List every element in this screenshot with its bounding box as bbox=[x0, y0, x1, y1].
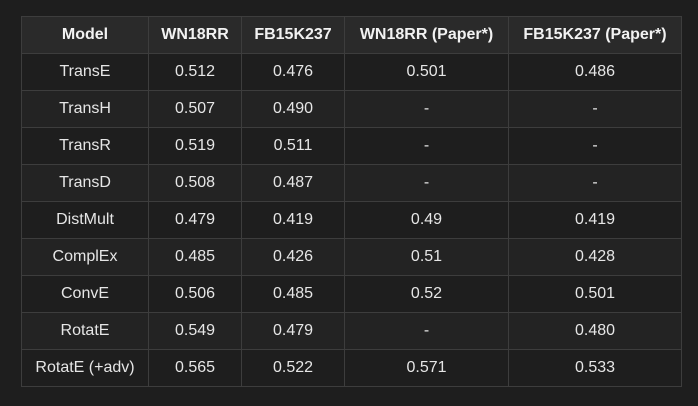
cell-wn18rr-paper: - bbox=[344, 312, 509, 350]
cell-wn18rr: 0.507 bbox=[148, 90, 242, 128]
cell-fb15k237: 0.522 bbox=[241, 349, 345, 387]
table-row: TransR 0.519 0.511 - - bbox=[21, 127, 682, 165]
cell-model: TransR bbox=[21, 127, 149, 165]
cell-fb15k237: 0.490 bbox=[241, 90, 345, 128]
cell-fb15k237: 0.479 bbox=[241, 312, 345, 350]
table-row: ConvE 0.506 0.485 0.52 0.501 bbox=[21, 275, 682, 313]
cell-wn18rr: 0.512 bbox=[148, 53, 242, 91]
cell-fb15k237: 0.511 bbox=[241, 127, 345, 165]
cell-model: ComplEx bbox=[21, 238, 149, 276]
results-table: Model WN18RR FB15K237 WN18RR (Paper*) FB… bbox=[21, 16, 682, 387]
cell-model: TransH bbox=[21, 90, 149, 128]
cell-fb15k237-paper: - bbox=[508, 90, 682, 128]
cell-fb15k237-paper: 0.419 bbox=[508, 201, 682, 239]
table-row: ComplEx 0.485 0.426 0.51 0.428 bbox=[21, 238, 682, 276]
cell-fb15k237-paper: - bbox=[508, 127, 682, 165]
table-row: TransD 0.508 0.487 - - bbox=[21, 164, 682, 202]
cell-model: RotatE bbox=[21, 312, 149, 350]
table-row: TransH 0.507 0.490 - - bbox=[21, 90, 682, 128]
cell-wn18rr: 0.479 bbox=[148, 201, 242, 239]
cell-fb15k237: 0.419 bbox=[241, 201, 345, 239]
cell-wn18rr: 0.549 bbox=[148, 312, 242, 350]
header-fb15k237-paper: FB15K237 (Paper*) bbox=[508, 16, 682, 54]
cell-model: RotatE (+adv) bbox=[21, 349, 149, 387]
cell-fb15k237: 0.476 bbox=[241, 53, 345, 91]
cell-model: TransD bbox=[21, 164, 149, 202]
table-header: Model WN18RR FB15K237 WN18RR (Paper*) FB… bbox=[21, 16, 682, 54]
cell-wn18rr: 0.508 bbox=[148, 164, 242, 202]
cell-model: ConvE bbox=[21, 275, 149, 313]
cell-wn18rr: 0.485 bbox=[148, 238, 242, 276]
cell-fb15k237: 0.426 bbox=[241, 238, 345, 276]
cell-model: DistMult bbox=[21, 201, 149, 239]
cell-fb15k237-paper: 0.486 bbox=[508, 53, 682, 91]
cell-fb15k237-paper: 0.501 bbox=[508, 275, 682, 313]
cell-wn18rr-paper: 0.49 bbox=[344, 201, 509, 239]
results-table-container: Model WN18RR FB15K237 WN18RR (Paper*) FB… bbox=[21, 16, 682, 387]
cell-fb15k237-paper: 0.533 bbox=[508, 349, 682, 387]
cell-fb15k237: 0.487 bbox=[241, 164, 345, 202]
cell-fb15k237: 0.485 bbox=[241, 275, 345, 313]
cell-wn18rr: 0.506 bbox=[148, 275, 242, 313]
cell-wn18rr: 0.565 bbox=[148, 349, 242, 387]
table-body: TransE 0.512 0.476 0.501 0.486 TransH 0.… bbox=[21, 53, 682, 387]
cell-fb15k237-paper: - bbox=[508, 164, 682, 202]
cell-wn18rr-paper: 0.501 bbox=[344, 53, 509, 91]
cell-wn18rr-paper: 0.52 bbox=[344, 275, 509, 313]
cell-wn18rr-paper: 0.51 bbox=[344, 238, 509, 276]
table-row: TransE 0.512 0.476 0.501 0.486 bbox=[21, 53, 682, 91]
header-model: Model bbox=[21, 16, 149, 54]
cell-fb15k237-paper: 0.428 bbox=[508, 238, 682, 276]
cell-wn18rr-paper: 0.571 bbox=[344, 349, 509, 387]
header-fb15k237: FB15K237 bbox=[241, 16, 345, 54]
header-row: Model WN18RR FB15K237 WN18RR (Paper*) FB… bbox=[21, 16, 682, 54]
header-wn18rr-paper: WN18RR (Paper*) bbox=[344, 16, 509, 54]
table-row: RotatE (+adv) 0.565 0.522 0.571 0.533 bbox=[21, 349, 682, 387]
table-row: DistMult 0.479 0.419 0.49 0.419 bbox=[21, 201, 682, 239]
cell-model: TransE bbox=[21, 53, 149, 91]
cell-wn18rr-paper: - bbox=[344, 90, 509, 128]
cell-wn18rr: 0.519 bbox=[148, 127, 242, 165]
cell-fb15k237-paper: 0.480 bbox=[508, 312, 682, 350]
cell-wn18rr-paper: - bbox=[344, 127, 509, 165]
cell-wn18rr-paper: - bbox=[344, 164, 509, 202]
table-row: RotatE 0.549 0.479 - 0.480 bbox=[21, 312, 682, 350]
header-wn18rr: WN18RR bbox=[148, 16, 242, 54]
